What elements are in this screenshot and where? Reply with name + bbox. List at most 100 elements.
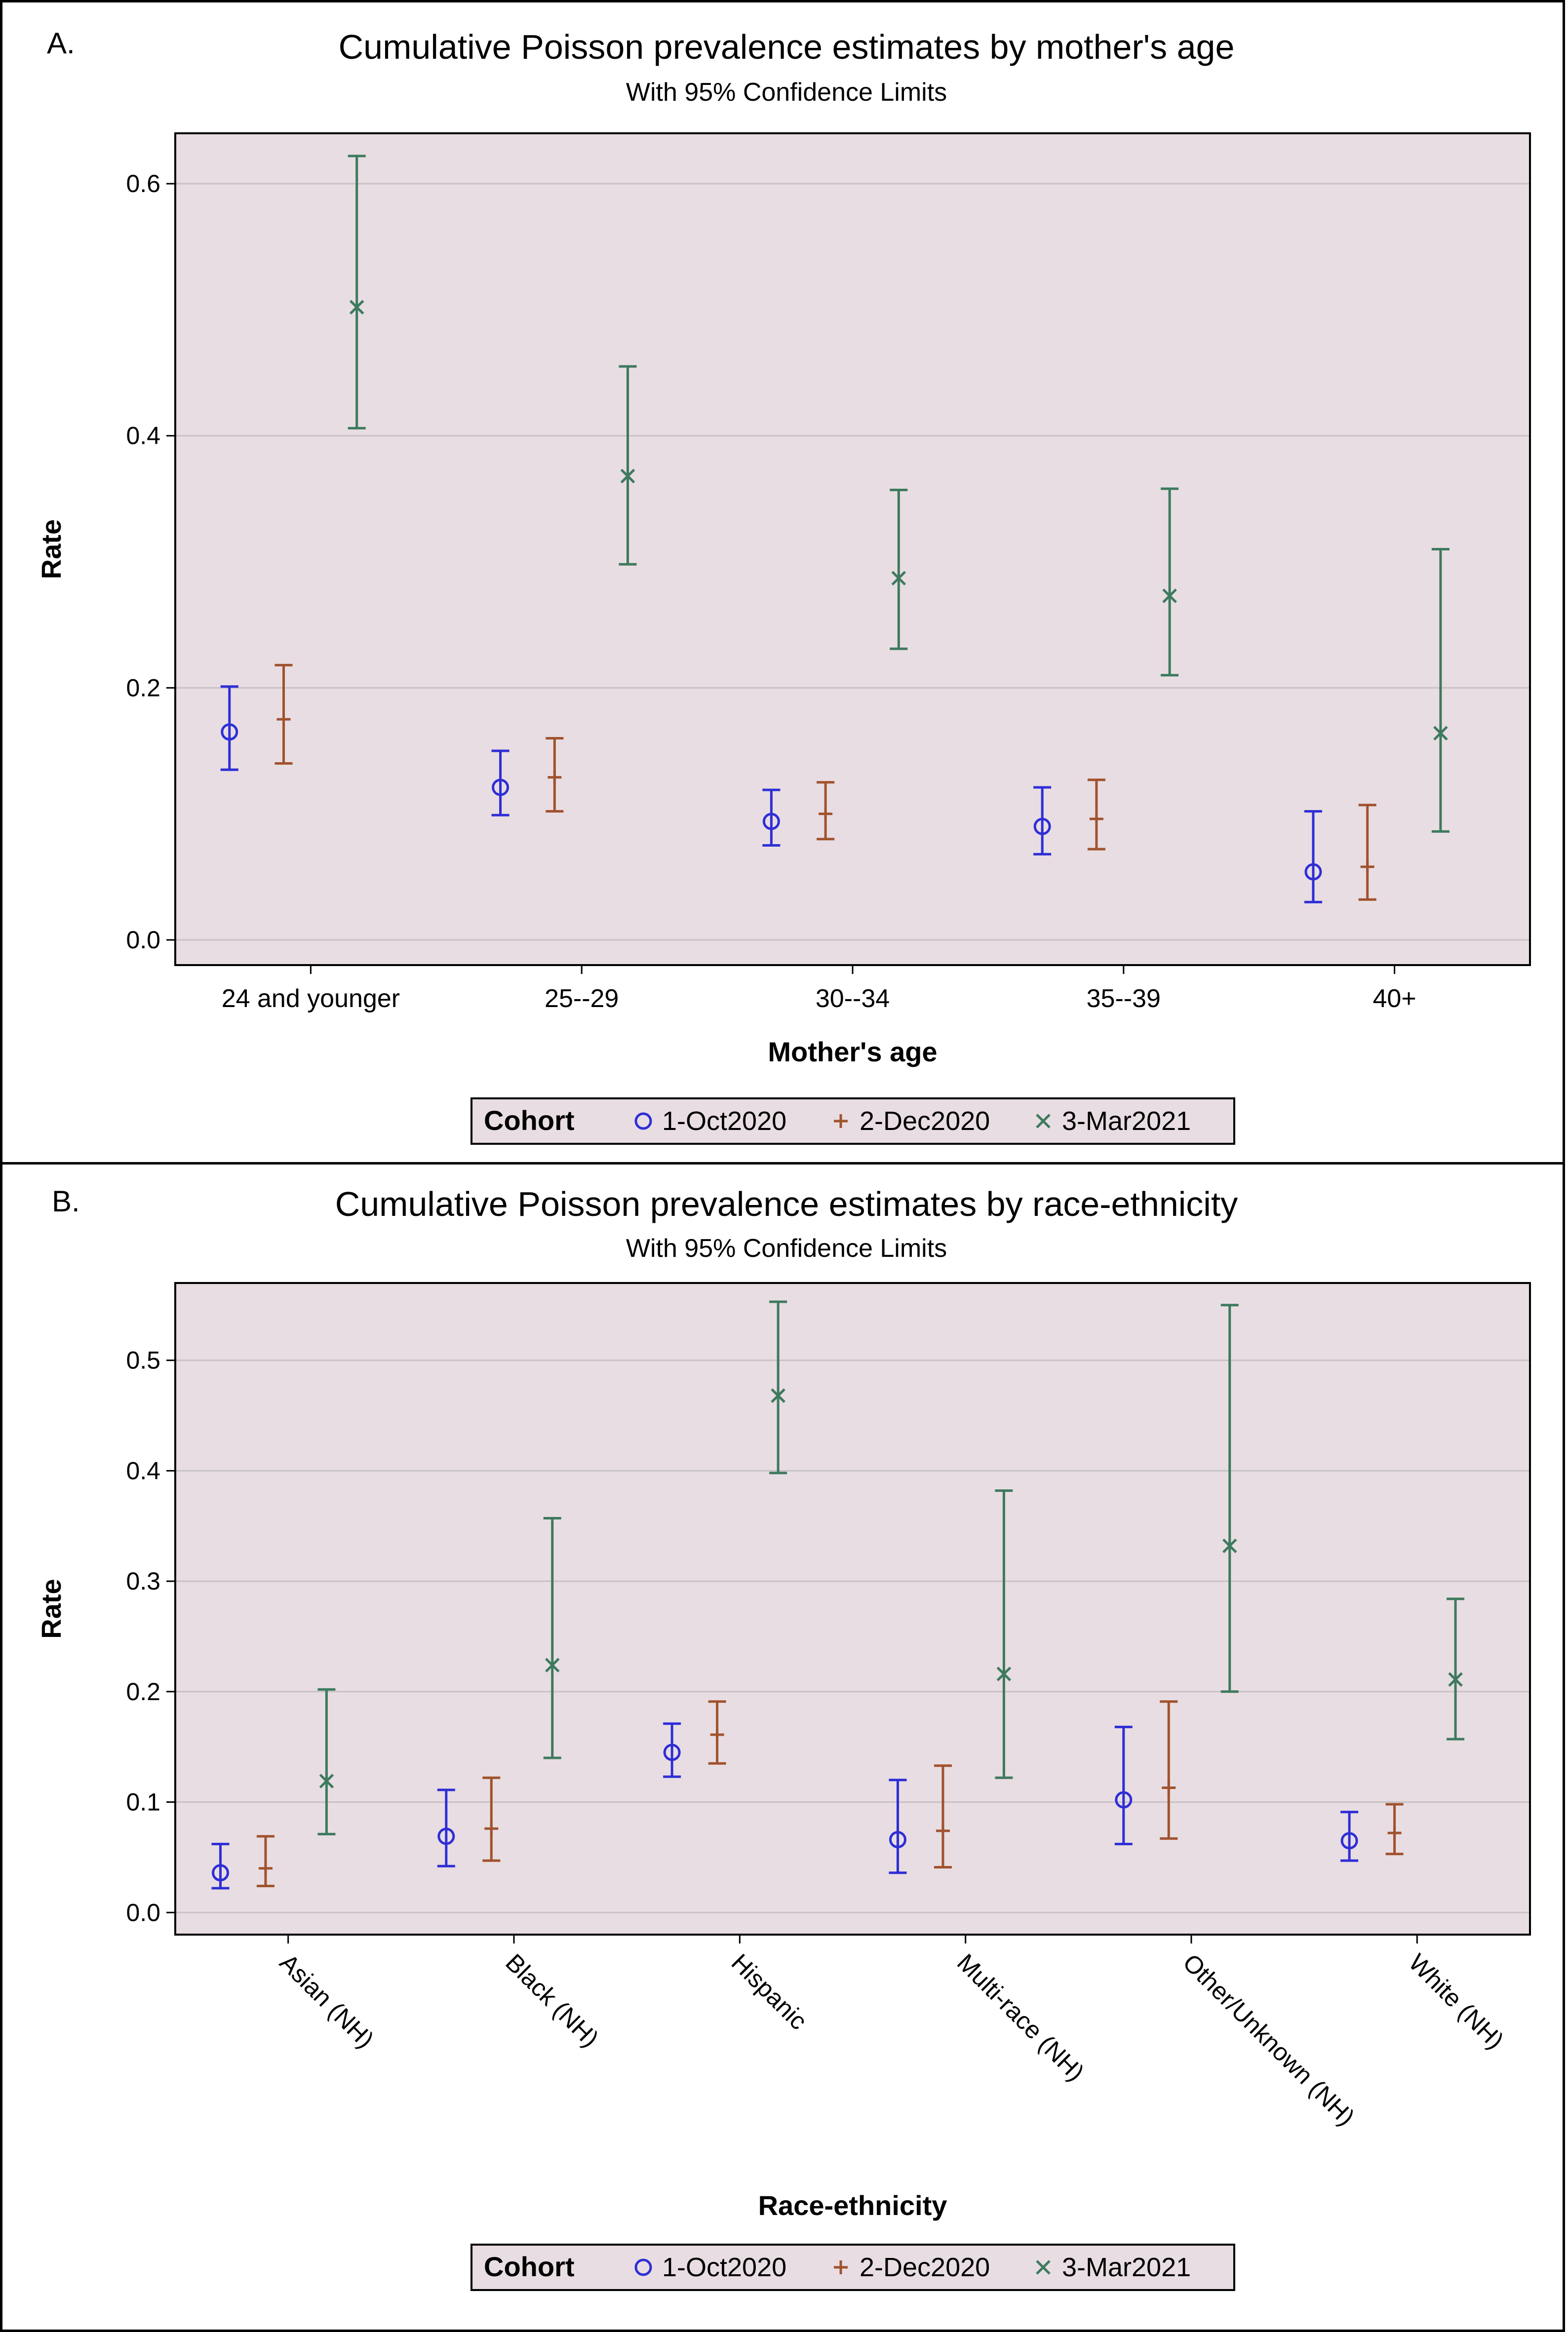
panel-a-label: A. — [47, 27, 75, 60]
chart-b-x-tick-label-black-nh: Black (NH) — [500, 1948, 604, 2052]
error-bar-3-mar2021-25-29 — [619, 365, 637, 566]
chart-b-legend-box — [470, 2244, 1235, 2291]
chart-a-subtitle: With 95% Confidence Limits — [626, 78, 947, 107]
error-bar-3-mar2021-black-nh — [543, 1517, 561, 1759]
chart-b-series-2-dec2020 — [256, 1700, 1404, 1888]
chart-a-legend-marker-2-dec2020 — [834, 1114, 848, 1128]
chart-b-x-axis-title: Race-ethnicity — [758, 2190, 947, 2221]
chart-b-x-tick-label-other-unknown-nh: Other/Unknown (NH) — [1177, 1948, 1360, 2131]
chart-b: 0.0 0.1 0.2 0.3 0.4 0.5 Asian (NH) Black (NH) Hi… — [36, 1282, 1531, 2291]
error-bar-3-mar2021-other-unknown-nh — [1220, 1304, 1239, 1693]
point-1-oct2020-25-29 — [492, 778, 510, 796]
error-bar-3-mar2021-multi-race-nh — [995, 1489, 1013, 1779]
chart-b-y-tick-label: 0.2 — [126, 1678, 160, 1706]
point-1-oct2020-hispanic — [663, 1744, 681, 1761]
point-1-oct2020-35-39 — [1033, 817, 1051, 835]
point-1-oct2020-multi-race-nh — [889, 1831, 906, 1849]
chart-b-subtitle: With 95% Confidence Limits — [626, 1234, 947, 1263]
point-1-oct2020-other-unknown-nh — [1115, 1791, 1133, 1809]
chart-b-x-tick-label-hispanic: Hispanic — [726, 1948, 813, 2035]
point-3-mar2021-other-unknown-nh — [1222, 1538, 1237, 1554]
error-bar-3-mar2021-40 — [1431, 548, 1450, 833]
chart-a-x-tick-label-24-and-younger: 24 and younger — [222, 984, 400, 1013]
chart-b-legend-label-1-oct2020: 1-Oct2020 — [662, 2253, 786, 2282]
chart-b-x-tick-label-multi-race-nh: Multi-race (NH) — [952, 1948, 1090, 2086]
point-3-mar2021-30-34 — [891, 571, 906, 585]
chart-a-series-3-mar2021 — [348, 155, 1450, 833]
point-3-mar2021-25-29 — [620, 468, 635, 484]
error-bar-2-dec2020-other-unknown-nh — [1160, 1700, 1178, 1840]
error-bar-3-mar2021-hispanic — [769, 1300, 787, 1475]
error-bar-1-oct2020-40 — [1304, 810, 1322, 903]
point-1-oct2020-black-nh — [437, 1827, 455, 1845]
point-3-mar2021-black-nh — [545, 1658, 560, 1672]
chart-b-legend-label-3-mar2021: 3-Mar2021 — [1062, 2253, 1191, 2282]
chart-a-x-tick-label-25-29: 25--29 — [545, 984, 619, 1013]
panel-b-label: B. — [52, 1185, 80, 1218]
chart-b-y-tick-label: 0.4 — [126, 1457, 160, 1484]
error-bar-3-mar2021-white-nh — [1447, 1597, 1465, 1741]
chart-b-y-axis-title: Rate — [36, 1579, 67, 1638]
point-1-oct2020-24-and-younger — [221, 723, 238, 741]
error-bar-1-oct2020-hispanic — [663, 1722, 681, 1778]
chart-b-y-tick-label: 0.3 — [126, 1567, 160, 1595]
chart-b-legend-label-2-dec2020: 2-Dec2020 — [860, 2253, 990, 2282]
error-bar-2-dec2020-multi-race-nh — [934, 1764, 952, 1869]
point-2-dec2020-black-nh — [484, 1822, 499, 1836]
error-bar-1-oct2020-multi-race-nh — [889, 1779, 907, 1874]
chart-b-legend-title: Cohort — [484, 2251, 575, 2282]
chart-a-series-2-dec2020 — [274, 663, 1376, 901]
chart-a-x-tick-label-30-34: 30--34 — [816, 984, 890, 1013]
panel-b: B. Cumulative Poisson prevalence estimat… — [0, 1162, 1565, 2332]
error-bar-1-oct2020-30-34 — [762, 788, 781, 847]
point-2-dec2020-multi-race-nh — [936, 1824, 950, 1838]
chart-b-y-tick-label: 0.1 — [126, 1788, 160, 1816]
point-2-dec2020-hispanic — [710, 1728, 724, 1742]
chart-a-plot-area — [175, 133, 1530, 965]
point-1-oct2020-white-nh — [1340, 1832, 1358, 1850]
point-3-mar2021-40 — [1433, 726, 1448, 741]
chart-a-legend-box — [470, 1097, 1235, 1145]
error-bar-1-oct2020-35-39 — [1033, 786, 1052, 855]
chart-a-y-tick-label: 0.6 — [126, 170, 160, 197]
chart-b-x-tick-label-asian-nh: Asian (NH) — [274, 1948, 379, 2053]
chart-a-y-tick-label: 0.0 — [126, 926, 160, 954]
error-bar-1-oct2020-white-nh — [1340, 1811, 1359, 1862]
chart-a-x-tick-label-40: 40+ — [1372, 984, 1416, 1013]
point-3-mar2021-asian-nh — [319, 1774, 334, 1788]
chart-a-legend-label-1-oct2020: 1-Oct2020 — [662, 1106, 786, 1136]
error-bar-2-dec2020-black-nh — [482, 1776, 501, 1862]
point-2-dec2020-35-39 — [1089, 812, 1103, 826]
point-3-mar2021-35-39 — [1162, 588, 1177, 603]
chart-b-legend-marker-3-mar2021 — [1036, 2260, 1051, 2275]
point-2-dec2020-40 — [1360, 859, 1374, 874]
error-bar-3-mar2021-35-39 — [1161, 487, 1179, 677]
error-bar-1-oct2020-25-29 — [491, 749, 510, 816]
chart-b-plot-area — [175, 1283, 1530, 1935]
chart-a-legend-label-3-mar2021: 3-Mar2021 — [1062, 1106, 1191, 1136]
chart-a-legend-marker-1-oct2020 — [634, 1112, 652, 1130]
chart-b-legend: Cohort 1-Oct2020 2-Dec2020 3-Mar2021 — [470, 2244, 1235, 2291]
point-2-dec2020-asian-nh — [258, 1861, 273, 1875]
point-1-oct2020-30-34 — [762, 813, 780, 830]
point-2-dec2020-white-nh — [1387, 1826, 1402, 1840]
point-3-mar2021-hispanic — [771, 1388, 785, 1403]
chart-a-legend-label-2-dec2020: 2-Dec2020 — [860, 1106, 990, 1136]
point-2-dec2020-24-and-younger — [276, 712, 291, 727]
point-2-dec2020-30-34 — [819, 807, 833, 821]
chart-b-plot-frame — [174, 1282, 1531, 1936]
point-3-mar2021-24-and-younger — [349, 300, 364, 315]
chart-b-series-1-oct2020 — [211, 1722, 1359, 1890]
chart-b-title: Cumulative Poisson prevalence estimates … — [335, 1185, 1238, 1223]
error-bar-3-mar2021-asian-nh — [317, 1688, 336, 1835]
error-bar-2-dec2020-asian-nh — [256, 1835, 274, 1888]
chart-a-y-tick-label: 0.2 — [126, 674, 160, 701]
error-bar-1-oct2020-other-unknown-nh — [1114, 1725, 1133, 1846]
error-bar-1-oct2020-24-and-younger — [220, 685, 238, 771]
chart-b-y-tick-label: 0.0 — [126, 1899, 160, 1926]
chart-b-x-tick-label-white-nh: White (NH) — [1404, 1948, 1509, 2054]
point-2-dec2020-other-unknown-nh — [1162, 1781, 1176, 1795]
error-bar-2-dec2020-40 — [1358, 804, 1376, 901]
chart-a-title: Cumulative Poisson prevalence estimates … — [338, 28, 1235, 66]
error-bar-3-mar2021-24-and-younger — [348, 155, 366, 429]
